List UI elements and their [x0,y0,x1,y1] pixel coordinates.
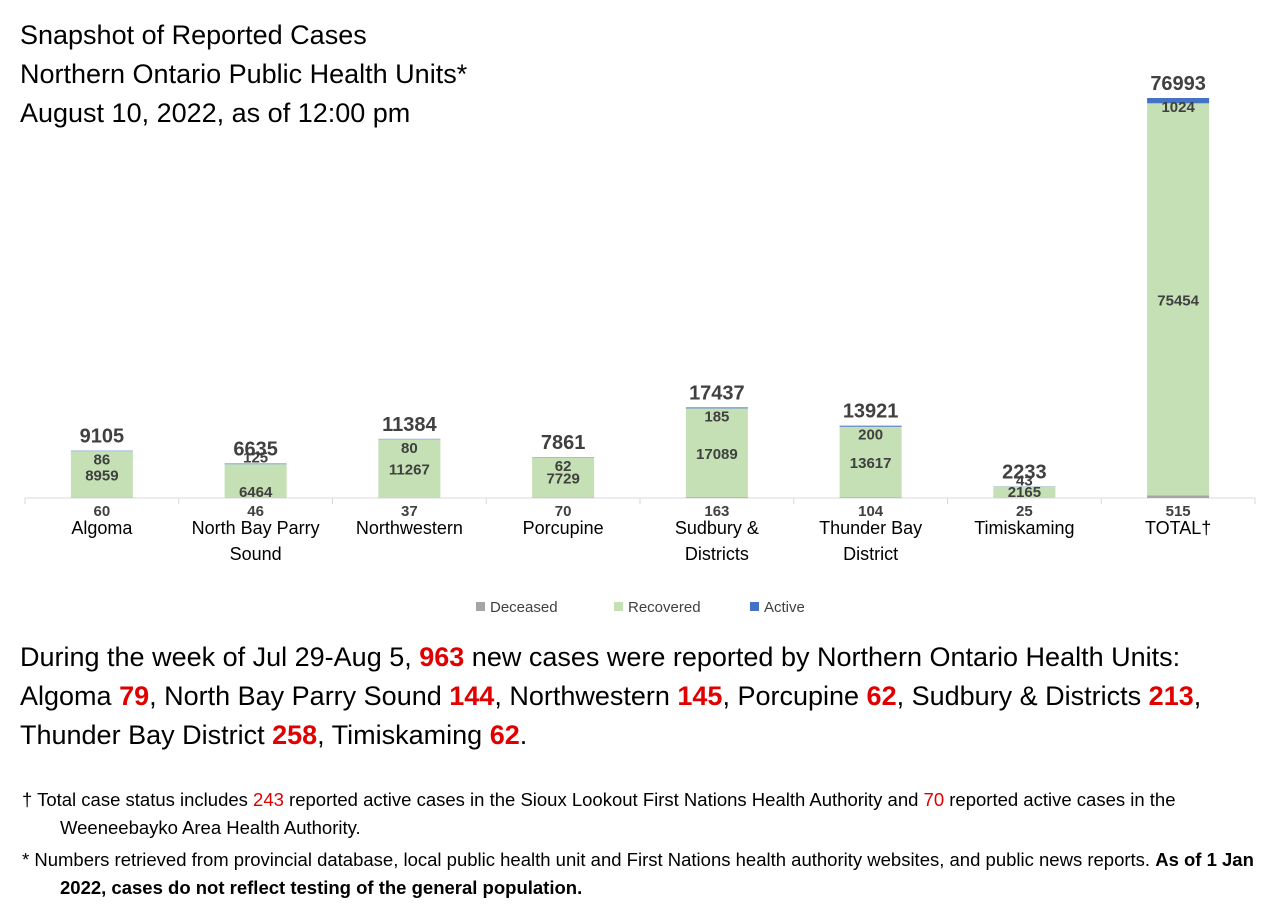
category-label-1-0: North Bay Parry [192,518,320,538]
data-label-total-5: 13921 [843,401,899,423]
data-label-total-4: 17437 [689,382,745,404]
bar-active-7 [1147,98,1210,104]
title-line-3: August 10, 2022, as of 12:00 pm [20,98,411,128]
data-label-active-1: 125 [243,450,268,467]
legend-swatch-deceased [476,602,485,611]
bar-recovered-1 [224,464,287,498]
data-label-deceased-2: 37 [401,503,418,520]
summary-text: , North Bay Parry Sound [149,681,450,711]
summary-text: , Sudbury & Districts [896,681,1149,711]
category-label-5-1: District [843,544,898,564]
data-label-total-3: 7861 [541,432,586,454]
data-label-deceased-1: 46 [247,503,264,520]
data-label-active-4: 185 [704,408,729,425]
weekly-summary: During the week of Jul 29-Aug 5, 963 new… [20,638,1260,755]
legend-swatch-recovered [614,602,623,611]
data-label-recovered-0: 8959 [85,467,118,484]
category-label-6-0: Timiskaming [974,518,1074,538]
bar-recovered-0 [70,451,133,498]
summary-sudbury-new: 213 [1148,681,1194,711]
footnote-asterisk: * Numbers retrieved from provincial data… [22,849,1254,898]
summary-text: . [519,720,528,750]
bar-recovered-3 [532,457,595,498]
data-label-total-2: 11384 [382,414,437,436]
summary-text: , Timiskaming [317,720,490,750]
data-label-active-5: 200 [858,427,883,444]
category-label-4-0: Sudbury & [675,518,759,538]
data-label-total-6: 2233 [1002,461,1047,483]
summary-algoma-new: 79 [119,681,150,711]
legend-label-recovered: Recovered [628,599,701,616]
data-label-active-0: 86 [94,452,111,469]
category-label-2-0: Northwestern [356,518,463,538]
bar-recovered-7 [1147,103,1210,496]
category-label-7-0: TOTAL† [1145,518,1211,538]
category-label-0-0: Algoma [71,518,133,538]
category-label-3-0: Porcupine [523,518,604,538]
bar-deceased-5 [839,497,902,498]
data-label-active-2: 80 [401,440,418,457]
data-label-deceased-4: 163 [704,503,729,520]
summary-text: , Northwestern [494,681,678,711]
summary-text: , Porcupine [722,681,867,711]
summary-porcupine-new: 62 [866,681,897,711]
data-label-active-6: 43 [1016,472,1033,489]
summary-timiskaming-new: 62 [489,720,520,750]
data-label-recovered-4: 17089 [696,446,738,463]
footnote-dagger: † Total case status includes 243 reporte… [22,789,1176,838]
summary-northwestern-new: 145 [677,681,723,711]
data-label-total-7: 76993 [1150,73,1206,95]
data-label-recovered-7: 75454 [1157,292,1199,309]
legend-swatch-active [750,602,759,611]
title-line-2: Northern Ontario Public Health Units* [20,59,468,89]
summary-text: , Thunder Bay District [20,681,1202,750]
data-label-deceased-6: 25 [1016,503,1033,520]
data-label-recovered-2: 11267 [389,462,430,479]
data-label-deceased-0: 60 [94,503,111,520]
data-label-active-7: 1024 [1161,99,1195,116]
data-label-total-1: 6635 [233,439,278,461]
bar-recovered-6 [993,486,1056,498]
summary-text: During the week of Jul 29-Aug 5, [20,642,420,672]
data-label-recovered-1: 6464 [239,484,273,501]
summary-nbps-new: 144 [449,681,495,711]
data-label-recovered-5: 13617 [850,455,892,472]
bar-deceased-7 [1147,495,1210,498]
data-label-deceased-3: 70 [555,503,572,520]
bar-recovered-4 [685,408,748,498]
title-line-1: Snapshot of Reported Cases [20,20,367,50]
summary-thunder-bay-new: 258 [272,720,318,750]
footnotes: † Total case status includes 243 reporte… [22,786,1272,906]
bar-active-1 [224,463,287,465]
data-label-recovered-3: 7729 [546,471,579,488]
summary-total-new: 963 [419,642,465,672]
category-label-1-1: Sound [230,544,282,564]
footnote-weeneebayko-count: 70 [923,789,945,810]
bar-recovered-2 [378,439,441,498]
category-label-4-1: Districts [685,544,749,564]
data-label-total-0: 9105 [80,426,125,448]
footnote-sioux-lookout-count: 243 [253,789,284,810]
category-label-5-0: Thunder Bay [819,518,922,538]
bar-active-5 [839,425,902,427]
data-label-active-3: 62 [555,458,572,475]
summary-text: new cases were reported by Northern Onta… [20,642,1181,711]
chart-title: Snapshot of Reported Cases Northern Onta… [20,16,467,133]
legend-label-deceased: Deceased [490,599,558,616]
data-label-deceased-7: 515 [1166,503,1191,520]
data-label-deceased-5: 104 [858,503,884,520]
bar-active-4 [685,407,748,409]
legend-label-active: Active [764,599,805,616]
data-label-recovered-6: 2165 [1008,484,1041,501]
bar-deceased-4 [685,497,748,498]
bar-recovered-5 [839,426,902,498]
